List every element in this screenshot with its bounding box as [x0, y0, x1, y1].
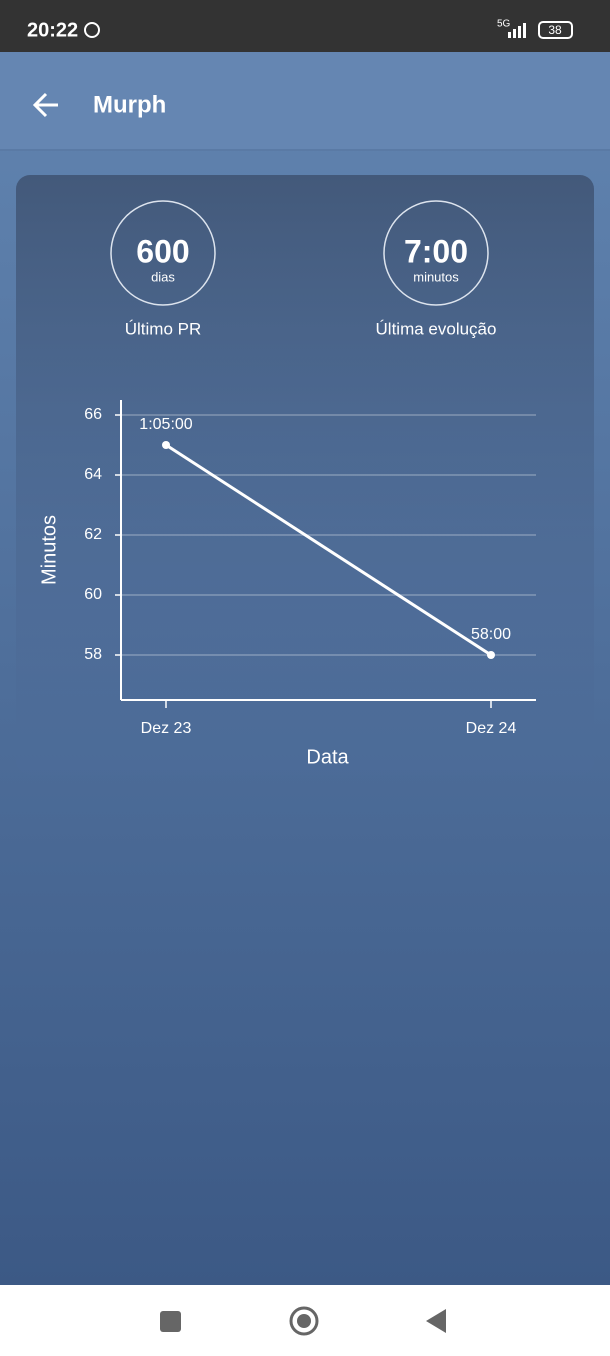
status-network: 5G: [497, 19, 511, 30]
stats-card: [16, 175, 594, 775]
stat-circle: [110, 200, 216, 306]
stat-value: 7:00: [404, 233, 468, 269]
status-battery: 38: [548, 23, 562, 37]
back-nav-button[interactable]: [426, 1309, 446, 1333]
data-point: [162, 441, 170, 449]
stat-unit: minutos: [413, 269, 459, 284]
y-tick-label: 64: [84, 466, 102, 483]
app-bar: [0, 52, 610, 150]
data-label: 1:05:00: [139, 416, 192, 433]
status-bar: [0, 0, 610, 52]
x-tick-label: Dez 24: [466, 720, 517, 737]
data-point: [487, 651, 495, 659]
y-tick-label: 58: [84, 646, 102, 663]
y-axis-label: Minutos: [38, 515, 60, 585]
stat-unit: dias: [151, 269, 175, 284]
page-title: Murph: [93, 91, 166, 118]
x-tick-label: Dez 23: [141, 720, 192, 737]
signal-icon: [508, 23, 526, 38]
alarm-icon: [84, 22, 100, 38]
back-button[interactable]: [32, 92, 58, 118]
y-tick-label: 66: [84, 406, 102, 423]
data-label: 58:00: [471, 626, 511, 643]
y-tick-label: 62: [84, 526, 102, 543]
home-button[interactable]: [289, 1306, 319, 1336]
home-button-dot: [297, 1314, 311, 1328]
status-time: 20:22: [27, 19, 78, 41]
battery-icon: [538, 21, 573, 39]
stat-circle: [383, 200, 489, 306]
y-tick-label: 60: [84, 586, 102, 603]
x-axis-label: Data: [306, 746, 349, 768]
stat-label: Último PR: [125, 319, 202, 338]
data-line: [165, 443, 492, 657]
stat-label: Última evolução: [376, 319, 497, 338]
stat-value: 600: [136, 233, 189, 269]
recents-button[interactable]: [160, 1311, 181, 1332]
